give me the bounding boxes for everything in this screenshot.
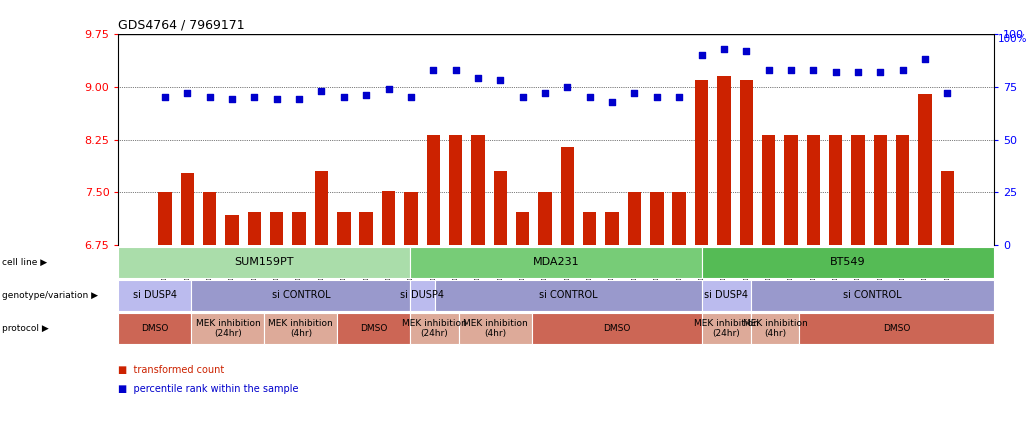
Point: [872, 69, 889, 75]
Text: MEK inhibition
(24hr): MEK inhibition (24hr): [694, 319, 759, 338]
Point: [470, 75, 486, 82]
Point: [224, 96, 240, 103]
Bar: [180, 173, 194, 245]
Bar: [337, 212, 350, 245]
Bar: [852, 135, 865, 245]
Point: [403, 94, 419, 101]
Point: [939, 90, 956, 96]
Text: si DUSP4: si DUSP4: [401, 291, 444, 300]
Text: protocol ▶: protocol ▶: [2, 324, 48, 333]
Point: [783, 66, 799, 73]
Bar: [426, 135, 440, 245]
Text: 100%: 100%: [998, 34, 1028, 44]
Point: [559, 83, 576, 90]
Point: [805, 66, 822, 73]
Text: MEK inhibition
(4hr): MEK inhibition (4hr): [743, 319, 808, 338]
Bar: [673, 192, 686, 245]
Bar: [449, 135, 462, 245]
Bar: [873, 135, 887, 245]
Bar: [493, 171, 507, 245]
Bar: [650, 192, 663, 245]
Bar: [539, 192, 552, 245]
Bar: [516, 212, 529, 245]
Text: si DUSP4: si DUSP4: [705, 291, 749, 300]
Bar: [583, 212, 596, 245]
Text: MEK inhibition
(4hr): MEK inhibition (4hr): [269, 319, 334, 338]
Point: [737, 47, 754, 54]
Point: [537, 90, 553, 96]
Point: [269, 96, 285, 103]
Bar: [762, 135, 776, 245]
Bar: [472, 135, 485, 245]
Text: genotype/variation ▶: genotype/variation ▶: [2, 291, 98, 300]
Point: [290, 96, 307, 103]
Text: si CONTROL: si CONTROL: [539, 291, 597, 300]
Point: [157, 94, 173, 101]
Bar: [315, 171, 329, 245]
Point: [447, 66, 464, 73]
Bar: [359, 212, 373, 245]
Point: [693, 52, 710, 58]
Bar: [404, 192, 417, 245]
Point: [246, 94, 263, 101]
Bar: [896, 135, 909, 245]
Point: [671, 94, 687, 101]
Bar: [695, 80, 709, 245]
Point: [582, 94, 598, 101]
Bar: [717, 76, 730, 245]
Point: [380, 85, 397, 92]
Point: [492, 77, 509, 84]
Point: [604, 98, 620, 105]
Bar: [203, 192, 216, 245]
Text: MEK inhibition
(24hr): MEK inhibition (24hr): [196, 319, 261, 338]
Point: [202, 94, 218, 101]
Point: [760, 66, 777, 73]
Point: [336, 94, 352, 101]
Bar: [382, 191, 396, 245]
Text: DMSO: DMSO: [141, 324, 169, 333]
Point: [894, 66, 911, 73]
Bar: [606, 212, 619, 245]
Bar: [784, 135, 797, 245]
Text: MDA231: MDA231: [533, 258, 580, 267]
Text: MEK inhibition
(4hr): MEK inhibition (4hr): [464, 319, 527, 338]
Text: DMSO: DMSO: [360, 324, 387, 333]
Text: ■  transformed count: ■ transformed count: [118, 365, 225, 375]
Bar: [247, 212, 261, 245]
Point: [313, 88, 330, 94]
Point: [358, 92, 375, 99]
Bar: [940, 171, 954, 245]
Text: si CONTROL: si CONTROL: [272, 291, 331, 300]
Bar: [829, 135, 843, 245]
Point: [716, 45, 732, 52]
Point: [514, 94, 530, 101]
Bar: [806, 135, 820, 245]
Text: MEK inhibition
(24hr): MEK inhibition (24hr): [403, 319, 467, 338]
Point: [917, 56, 933, 63]
Text: cell line ▶: cell line ▶: [2, 258, 47, 267]
Bar: [627, 192, 641, 245]
Text: si CONTROL: si CONTROL: [843, 291, 901, 300]
Point: [179, 90, 196, 96]
Point: [850, 69, 866, 75]
Bar: [270, 212, 283, 245]
Text: GDS4764 / 7969171: GDS4764 / 7969171: [118, 18, 245, 31]
Bar: [560, 147, 574, 245]
Text: SUM159PT: SUM159PT: [235, 258, 295, 267]
Bar: [159, 192, 172, 245]
Text: ■  percentile rank within the sample: ■ percentile rank within the sample: [118, 384, 299, 394]
Point: [649, 94, 665, 101]
Text: si DUSP4: si DUSP4: [133, 291, 177, 300]
Text: BT549: BT549: [830, 258, 866, 267]
Point: [827, 69, 844, 75]
Text: DMSO: DMSO: [883, 324, 911, 333]
Bar: [919, 94, 932, 245]
Point: [626, 90, 643, 96]
Bar: [293, 212, 306, 245]
Text: DMSO: DMSO: [604, 324, 630, 333]
Point: [425, 66, 442, 73]
Bar: [226, 215, 239, 245]
Bar: [740, 80, 753, 245]
